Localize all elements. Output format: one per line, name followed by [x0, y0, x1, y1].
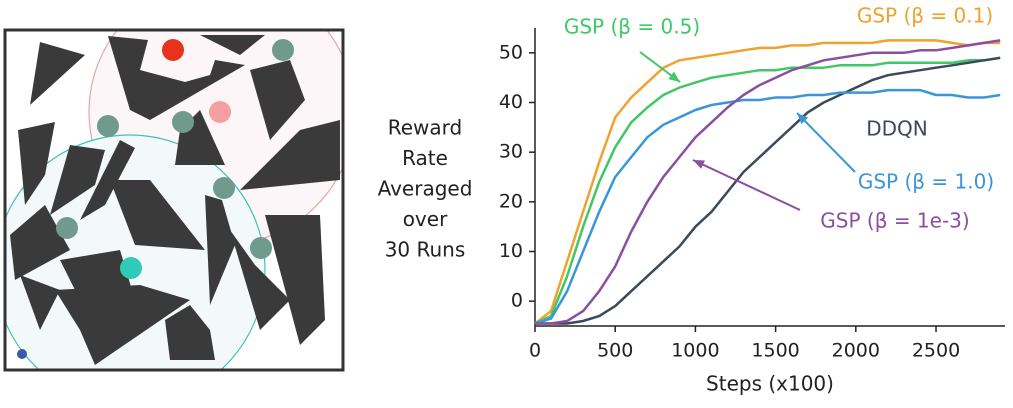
x-axis-label: Steps (x100): [706, 372, 834, 396]
y-axis-label: Rate: [402, 146, 448, 170]
x-tick-label: 0: [529, 340, 541, 362]
map: [0, 0, 355, 404]
x-tick-label: 2000: [832, 340, 880, 362]
y-axis-label: Averaged: [378, 177, 473, 201]
x-tick-label: 1000: [671, 340, 719, 362]
figure: 0102030405005001000150020002500Steps (x1…: [0, 0, 1013, 404]
page: 0102030405005001000150020002500Steps (x1…: [0, 0, 1013, 408]
x-tick-label: 1500: [751, 340, 799, 362]
series-label: GSP (β = 0.1): [857, 4, 993, 28]
y-tick-label: 10: [499, 240, 523, 262]
y-axis-label: Reward: [388, 116, 462, 140]
y-tick-label: 50: [499, 41, 523, 63]
y-tick-label: 0: [511, 290, 523, 312]
y-axis-label: over: [403, 207, 448, 231]
series-line: [535, 90, 1000, 323]
arrow-head: [668, 72, 680, 82]
series-label: DDQN: [866, 117, 928, 141]
annotation-arrow: [693, 160, 800, 210]
y-tick-label: 20: [499, 190, 523, 212]
annotation-arrow: [797, 113, 855, 172]
x-tick-label: 500: [597, 340, 633, 362]
y-tick-label: 40: [499, 91, 523, 113]
x-tick-label: 2500: [912, 340, 960, 362]
y-axis-label: 30 Runs: [385, 238, 466, 262]
series-label: GSP (β = 1.0): [858, 170, 994, 194]
y-tick-label: 30: [499, 141, 523, 163]
series-label: GSP (β = 0.5): [564, 15, 700, 39]
series-label: GSP (β = 1e-3): [820, 209, 969, 233]
